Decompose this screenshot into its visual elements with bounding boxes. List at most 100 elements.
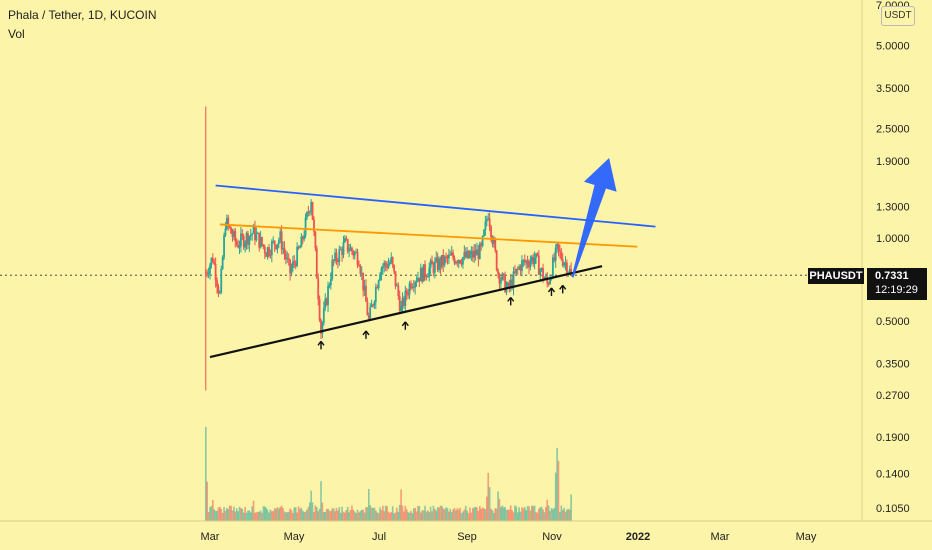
candle-body	[228, 225, 231, 228]
volume-bar	[495, 508, 498, 521]
volume-bar	[330, 511, 332, 521]
candle-body	[508, 282, 511, 287]
candle-body	[355, 252, 358, 254]
time-tick-label: Mar	[201, 531, 220, 543]
candle-body	[287, 257, 290, 260]
candle-body	[238, 246, 241, 248]
volume-bar	[404, 505, 407, 521]
volume-bar	[360, 509, 363, 521]
candle-body	[297, 246, 300, 249]
volume-bar	[303, 512, 305, 521]
volume-bar	[210, 505, 213, 521]
candle-body	[235, 241, 238, 245]
currency-unit-button[interactable]: USDT	[881, 6, 915, 26]
candle-body	[241, 233, 244, 237]
volume-bar	[567, 508, 570, 521]
candle-body	[280, 231, 283, 250]
candle-body	[296, 246, 299, 267]
volume-bar	[414, 507, 416, 521]
candle-body	[498, 274, 501, 284]
volume-bar	[315, 507, 318, 521]
trendline-support	[209, 265, 603, 359]
candle-body	[488, 218, 491, 227]
volume-bar	[525, 510, 527, 521]
volume-label: Vol	[8, 27, 25, 41]
volume-bar	[401, 505, 404, 521]
volume-bar	[398, 504, 401, 521]
volume-bar	[226, 508, 228, 521]
volume-bar	[279, 507, 282, 521]
candle-body	[356, 252, 359, 265]
candle-body	[308, 211, 311, 213]
candle-body	[443, 256, 446, 265]
candle-body	[254, 225, 256, 241]
volume-bar	[258, 511, 260, 521]
candle-body	[433, 261, 436, 273]
candle-body	[306, 212, 308, 218]
candle-body	[463, 251, 466, 258]
price-tick-label: 1.0000	[876, 233, 910, 245]
price-axis[interactable]: 7.0000 5.0000 3.5000 2.5000 1.9000 1.3000 1.00…	[861, 0, 910, 520]
volume-bar	[248, 510, 251, 521]
candle-body	[286, 257, 289, 260]
candle-body	[452, 252, 455, 258]
candle-body	[499, 279, 502, 284]
candles	[204, 106, 573, 391]
candle-body	[363, 285, 366, 291]
volume-bar	[252, 500, 255, 521]
candle-body	[335, 252, 338, 261]
candle-body	[535, 253, 537, 258]
trendline-resistance-orange	[219, 223, 638, 248]
volume-bar	[280, 505, 283, 521]
time-tick-label: 2022	[626, 531, 650, 543]
volume-bar	[427, 510, 429, 521]
candle-body	[383, 262, 386, 267]
volume-bar	[261, 512, 263, 521]
candle-body	[474, 250, 477, 256]
candle-body	[507, 282, 509, 286]
candle-body	[528, 264, 530, 268]
candle-body	[557, 243, 560, 250]
candle-body	[495, 250, 498, 271]
volume-bar	[443, 509, 446, 521]
candle-body	[504, 274, 506, 293]
candle-body	[514, 271, 516, 273]
candle-body	[455, 261, 457, 264]
volume-bar	[418, 506, 421, 521]
candle-body	[566, 262, 568, 274]
volume-bar	[528, 506, 530, 521]
candle-body	[530, 256, 533, 262]
candle-body	[403, 297, 405, 306]
volume-bar	[501, 505, 504, 521]
price-tick-label: 0.1050	[876, 503, 910, 515]
volume-bar	[251, 506, 253, 521]
volume-bar	[221, 512, 224, 521]
candle-body	[269, 254, 272, 256]
candle-body	[325, 298, 328, 305]
volume-bar	[483, 508, 485, 521]
candle-body	[362, 272, 365, 291]
volume-bar	[477, 510, 480, 521]
volume-bar	[362, 509, 364, 521]
volume-bar	[244, 506, 246, 521]
price-tick-label: 0.2700	[876, 390, 910, 402]
candle-body	[546, 276, 549, 284]
volume-bar	[566, 509, 568, 521]
volume-bar	[273, 508, 276, 521]
candle-body	[209, 264, 211, 274]
volume-bar	[405, 509, 408, 521]
candle-body	[332, 259, 335, 262]
candle-body	[440, 254, 443, 268]
volume-bar	[363, 512, 366, 521]
volume-bar	[207, 512, 210, 521]
volume-bar	[422, 510, 425, 521]
volume-bar	[415, 511, 418, 521]
time-axis[interactable]: Mar May Jul Sep Nov 2022 Mar May	[0, 520, 932, 543]
candle-body	[446, 256, 449, 259]
volume-bar	[366, 507, 369, 521]
candle-body	[349, 247, 352, 251]
volume-bar	[233, 506, 235, 521]
volume-bar	[523, 507, 526, 521]
candle-body	[432, 264, 435, 273]
